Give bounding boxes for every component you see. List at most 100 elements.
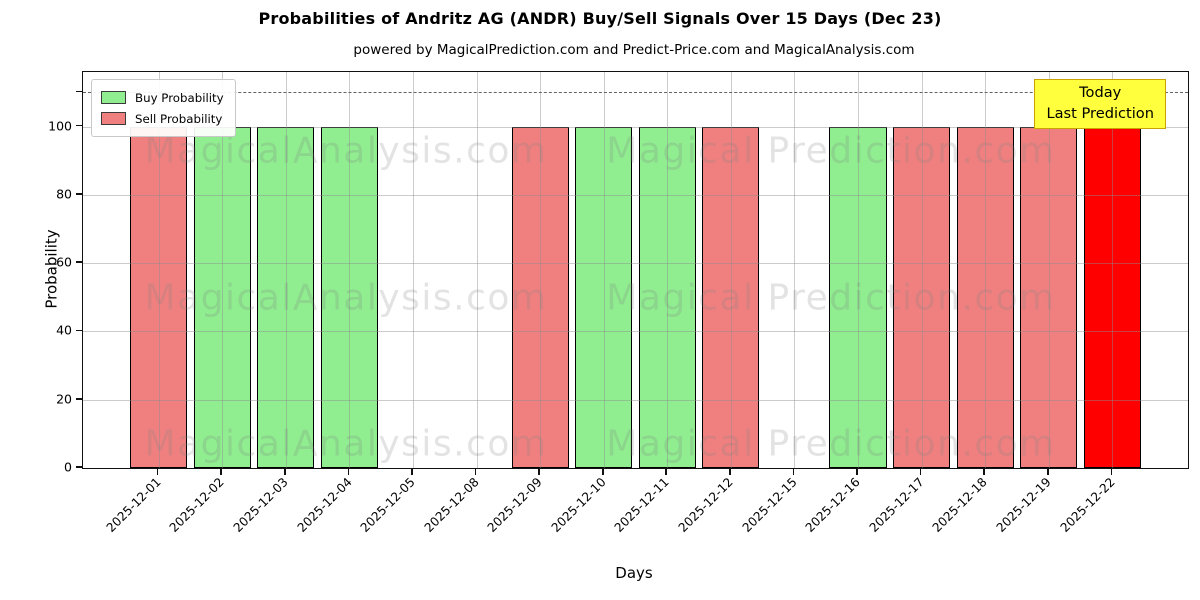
x-tick-mark [919,468,922,475]
bar-sell [892,126,951,468]
x-tick-mark [220,468,223,475]
bar-buy [638,126,696,468]
vertical-gridline [858,72,860,468]
x-axis-label: Days [615,564,653,582]
watermark-text: MagicalAnalysis.com [144,277,548,319]
y-tick-label: 100 [48,118,72,134]
watermark-text: MagicalAnalysis.com [144,423,548,465]
y-tick-mark [76,90,82,93]
horizontal-gridline [83,331,1188,333]
x-tick-label-text: 2025-12-19 [993,475,1054,535]
x-tick-label-text: 2025-12-15 [739,475,800,535]
y-tick-label: 40 [56,322,72,338]
vertical-gridline [412,72,414,468]
x-tick-label-text: 2025-12-10 [548,475,609,535]
bar-buy [829,126,887,468]
x-tick-label-text: 2025-12-05 [357,475,418,535]
y-tick-mark [76,193,82,195]
x-tick-mark [729,468,731,475]
vertical-gridline [349,72,351,468]
bar-sell [702,126,760,468]
vertical-gridline [921,72,923,468]
x-tick-label-text: 2025-12-03 [230,475,291,535]
x-tick-mark [284,468,286,475]
x-tick-mark [856,468,858,475]
vertical-gridline [540,72,542,468]
x-tick-label-text: 2025-12-17 [866,475,927,535]
today-annotation: Today Last Prediction [1034,79,1166,130]
x-tick-mark [538,468,540,475]
y-tick-mark [76,397,82,400]
watermark-text: Magical Prediction.com [606,277,1056,319]
y-tick-mark [76,329,82,332]
vertical-gridline [158,72,160,468]
today-annotation-line2: Last Prediction [1046,104,1154,122]
y-tick-mark [76,466,82,468]
bar-sell [130,126,188,468]
y-tick-label: 80 [56,186,72,202]
y-tick-mark [76,261,82,263]
x-tick-label-text: 2025-12-22 [1057,475,1118,535]
chart-subtitle: powered by MagicalPrediction.com and Pre… [353,42,915,58]
legend-label-sell: Sell Probability [135,111,223,126]
vertical-gridline [667,72,669,468]
vertical-gridline [476,72,478,468]
watermark-text: Magical Prediction.com [606,423,1056,465]
vertical-gridline [1112,72,1114,468]
x-tick-mark [601,468,604,475]
dashed-threshold-line [83,92,1188,94]
vertical-gridline [730,72,732,468]
vertical-gridline [794,72,796,468]
x-tick-mark [983,468,985,475]
sell-probability-swatch [101,112,126,125]
x-tick-label-text: 2025-12-11 [612,475,673,535]
x-tick-label-text: 2025-12-02 [167,475,228,535]
plot-area: Buy Probability Sell Probability Today L… [82,71,1189,469]
buy-probability-swatch [101,91,126,104]
horizontal-gridline [83,126,1188,128]
x-tick-mark [411,468,413,475]
bar-buy [193,126,251,468]
x-tick-mark [156,468,159,475]
x-tick-mark [1110,468,1113,475]
horizontal-gridline [83,194,1188,196]
x-tick-mark [347,468,350,475]
x-tick-mark [1046,468,1049,475]
y-tick-label: 0 [64,459,72,475]
bar-buy [320,126,378,468]
vertical-gridline [1048,72,1050,468]
chart-title: Probabilities of Andritz AG (ANDR) Buy/S… [258,9,942,28]
watermark-text: MagicalAnalysis.com [144,130,548,172]
y-tick-label: 60 [56,254,72,270]
vertical-gridline [603,72,605,468]
today-annotation-line1: Today [1079,84,1122,101]
x-tick-label-text: 2025-12-12 [675,475,736,535]
horizontal-gridline [83,399,1188,401]
x-tick-mark [474,468,477,475]
y-tick-mark [76,124,82,127]
horizontal-gridline [83,263,1188,265]
x-tick-label-text: 2025-12-08 [421,475,482,535]
watermark-text: Magical Prediction.com [606,130,1056,172]
x-tick-label-text: 2025-12-09 [485,475,546,535]
bar-buy [575,126,633,468]
vertical-gridline [222,72,224,468]
legend-entry-sell: Sell Probability [101,108,224,129]
x-tick-mark [665,468,668,475]
x-tick-label-text: 2025-12-18 [930,475,991,535]
legend: Buy Probability Sell Probability [91,79,236,137]
bar-sell [1020,126,1078,468]
bar-buy [257,126,315,468]
x-tick-label-text: 2025-12-01 [103,475,164,535]
bar-sell [511,126,569,468]
vertical-gridline [285,72,287,468]
bar-sell [956,126,1014,468]
y-tick-label: 20 [56,391,72,407]
bar-today [1083,126,1141,468]
x-tick-label-text: 2025-12-04 [294,475,355,535]
x-tick-label-text: 2025-12-16 [802,475,863,535]
x-tick-mark [792,468,795,475]
legend-label-buy: Buy Probability [135,90,224,105]
vertical-gridline [985,72,987,468]
